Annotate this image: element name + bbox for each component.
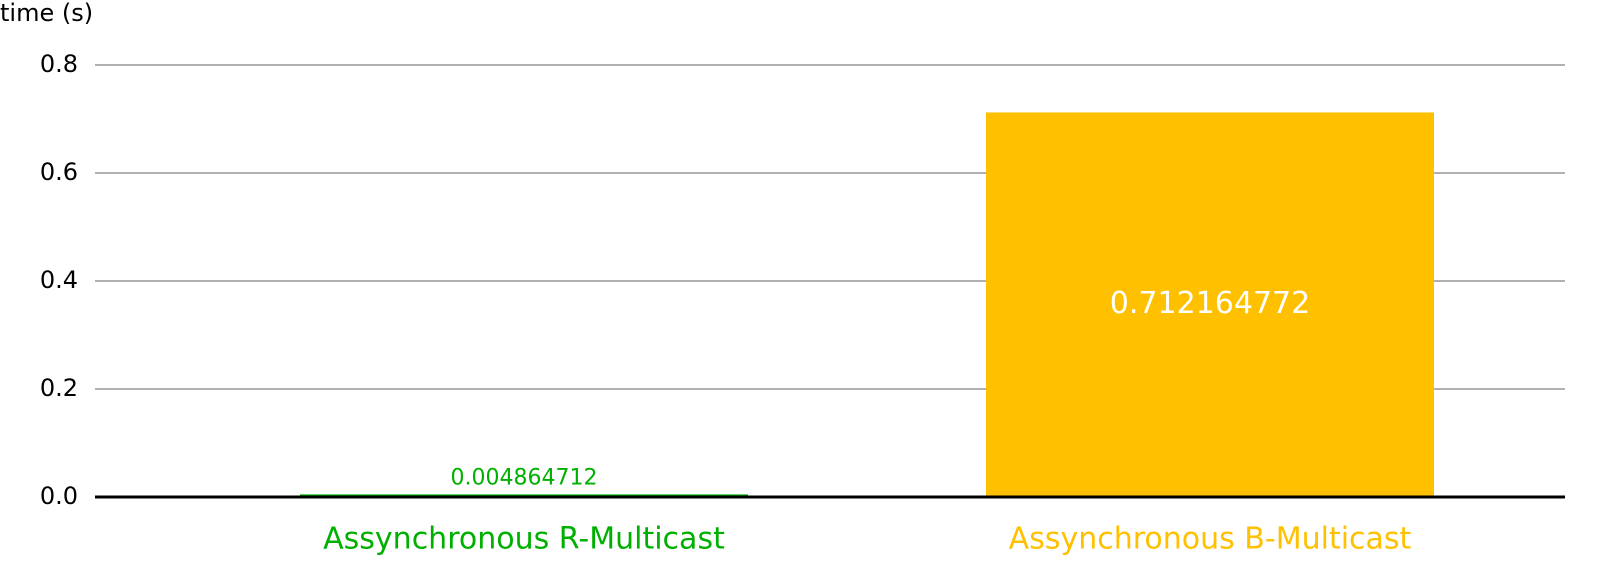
y-tick-label: 0.4 xyxy=(40,266,78,294)
value-label: 0.004864712 xyxy=(451,465,598,490)
value-label: 0.712164772 xyxy=(1110,286,1310,321)
y-tick-label: 0.0 xyxy=(40,482,78,510)
y-tick-label: 0.8 xyxy=(40,50,78,78)
y-tick-label: 0.2 xyxy=(40,374,78,402)
x-tick-label: Assynchronous R-Multicast xyxy=(323,522,725,557)
y-tick-label: 0.6 xyxy=(40,158,78,186)
y-axis-label: time (s) xyxy=(0,0,93,27)
bar xyxy=(986,112,1434,497)
x-tick-label: Assynchronous B-Multicast xyxy=(1009,522,1412,557)
